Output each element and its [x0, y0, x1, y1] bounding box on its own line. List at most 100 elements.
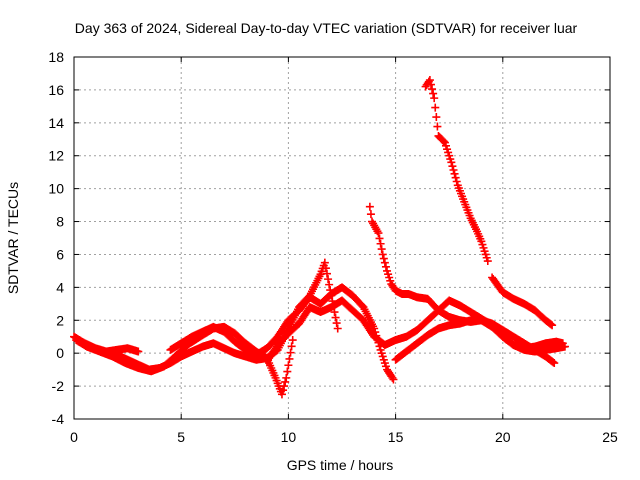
- series-segment: [349, 292, 367, 310]
- x-tick-label: 0: [70, 429, 78, 445]
- series-segment: [321, 264, 335, 295]
- series-segment: [474, 229, 485, 243]
- series-segment: [489, 274, 506, 295]
- plot-frame: [73, 56, 611, 420]
- series-segment: [499, 333, 517, 349]
- series-segment: [109, 353, 129, 367]
- series-arc-8: [421, 76, 492, 266]
- series-segment: [317, 290, 335, 307]
- series-segment: [339, 284, 356, 299]
- data-point: [550, 359, 559, 368]
- series-segment: [377, 349, 390, 371]
- series-segment: [467, 216, 480, 234]
- series-segment: [285, 320, 303, 337]
- x-tick-label: 15: [388, 429, 404, 445]
- series-segment: [231, 338, 249, 354]
- series-segment: [283, 342, 296, 376]
- series-segment: [360, 317, 378, 340]
- axis-ticks: 0 5 10 15 20 25 -4 -2 0 2 4 6 8 10 12 14 16 18: [48, 49, 618, 445]
- series-segment: [414, 331, 431, 347]
- series-segment: [426, 80, 438, 98]
- y-tick-label: 6: [56, 246, 64, 262]
- data-point: [277, 390, 286, 399]
- series-segment: [542, 317, 556, 329]
- y-tick-label: -4: [52, 411, 65, 427]
- series-arc-7: [391, 316, 559, 368]
- data-point: [282, 373, 291, 382]
- series-segment: [306, 272, 324, 298]
- data-point: [425, 76, 434, 85]
- data-point: [558, 339, 567, 348]
- series-segment: [122, 359, 142, 372]
- series-segment: [360, 305, 378, 331]
- data-point: [483, 257, 492, 266]
- series-segment: [349, 307, 367, 324]
- series-segment: [454, 184, 468, 204]
- data-point: [134, 347, 143, 356]
- data-point: [430, 94, 439, 103]
- series-segment: [461, 200, 474, 220]
- series-segment: [221, 328, 238, 345]
- series-segment: [441, 141, 455, 164]
- series-segment: [83, 343, 103, 356]
- x-tick-label: 10: [281, 429, 297, 445]
- y-tick-label: 8: [56, 214, 64, 230]
- series-segment: [424, 296, 442, 314]
- series-segment: [231, 330, 249, 347]
- series-segment: [478, 240, 489, 256]
- y-tick-label: 16: [48, 82, 64, 98]
- data-point: [333, 324, 342, 333]
- y-axis-label: SDTVAR / TECUs: [5, 182, 21, 294]
- y-tick-label: 18: [48, 49, 64, 65]
- data-point: [389, 375, 398, 384]
- series-segment: [384, 367, 397, 382]
- series-segment: [339, 297, 356, 314]
- series-segment: [279, 377, 290, 395]
- series-segment: [388, 281, 399, 294]
- data-point: [378, 250, 387, 259]
- x-tick-label: 5: [177, 429, 185, 445]
- data-point: [320, 258, 329, 267]
- data-point: [374, 229, 383, 238]
- series-arc-3: [102, 344, 143, 356]
- series-segment: [403, 340, 420, 355]
- series-segment: [542, 353, 558, 367]
- series-segment: [532, 307, 549, 324]
- series-segment: [272, 376, 285, 396]
- series-segment: [414, 317, 431, 334]
- y-tick-label: 0: [56, 345, 64, 361]
- series-segment: [384, 270, 395, 285]
- series-segment: [264, 333, 281, 352]
- series-arc-9: [488, 273, 557, 330]
- series-segment: [274, 317, 292, 340]
- series-segment: [431, 103, 442, 131]
- series-segment: [366, 210, 375, 219]
- data-point: [447, 158, 456, 167]
- series-segment: [422, 77, 433, 89]
- y-tick-label: 10: [48, 181, 64, 197]
- grid-lines: [74, 57, 610, 419]
- y-tick-label: 14: [48, 115, 64, 131]
- x-axis-label: GPS time / hours: [287, 457, 394, 473]
- data-point: [288, 336, 297, 345]
- series-segment: [173, 340, 193, 358]
- series-segment: [379, 254, 390, 271]
- data-series: [70, 76, 569, 399]
- series-segment: [375, 234, 386, 254]
- x-tick-label: 25: [602, 429, 618, 445]
- data-point: [365, 202, 374, 211]
- series-segment: [161, 351, 180, 370]
- series-segment: [274, 330, 292, 348]
- y-tick-label: 12: [48, 148, 64, 164]
- y-tick-label: 2: [56, 312, 64, 328]
- series-segment: [392, 348, 410, 363]
- series-segment: [264, 342, 281, 364]
- chart-title: Day 363 of 2024, Sidereal Day-to-day VTE…: [75, 20, 578, 36]
- series-segment: [448, 162, 461, 186]
- series-segment: [285, 307, 303, 324]
- y-tick-label: 4: [56, 279, 64, 295]
- y-tick-label: -2: [52, 378, 65, 394]
- series-segment: [369, 219, 382, 236]
